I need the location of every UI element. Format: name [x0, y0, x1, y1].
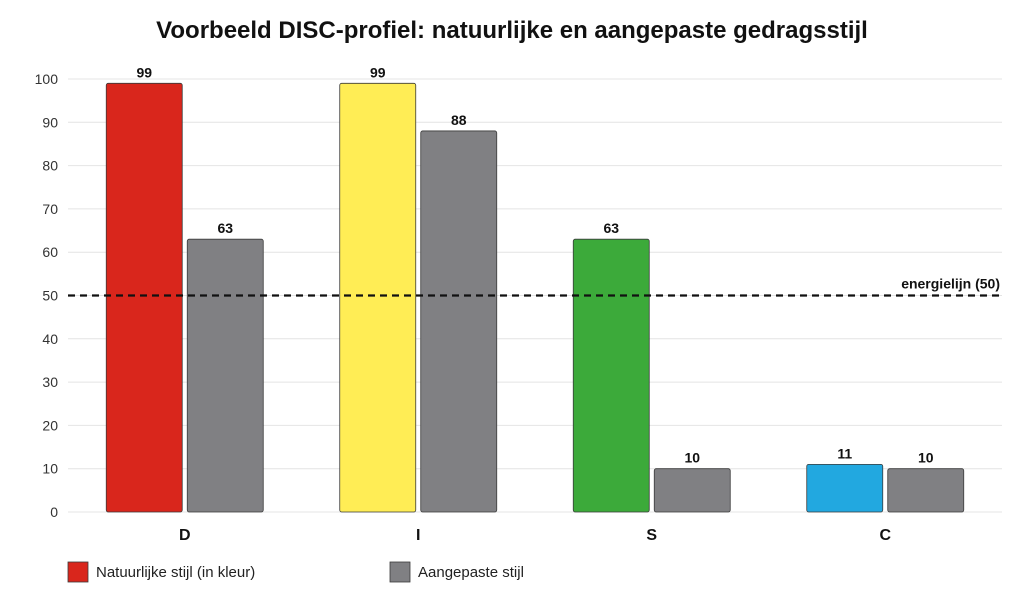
bar-s-aangepast — [653, 468, 731, 513]
energielijn-label: energielijn (50) — [901, 276, 1000, 292]
bars-layer — [105, 82, 965, 513]
bar-value-label: 63 — [603, 220, 619, 236]
reference-layer: energielijn (50) — [68, 276, 1002, 297]
bar-c-natuurlijk — [806, 463, 884, 513]
bar-value-label: 10 — [684, 450, 700, 466]
y-tick-label: 40 — [42, 331, 58, 347]
y-tick-label: 60 — [42, 244, 58, 260]
y-tick-label: 0 — [50, 504, 58, 520]
y-tick-label: 100 — [35, 71, 59, 87]
bar-value-label: 99 — [136, 64, 152, 80]
y-tick-label: 20 — [42, 417, 58, 433]
bar-value-label: 10 — [918, 450, 934, 466]
x-tick-label: I — [416, 527, 420, 544]
labels-layer: 99 63 D 99 88 I 63 10 S 11 10 C — [136, 64, 933, 544]
bar-c-aangepast — [887, 468, 965, 513]
grid-layer: 0 10 20 30 40 50 60 70 80 90 100 — [35, 71, 1002, 520]
bar-d-natuurlijk — [105, 82, 183, 513]
y-tick-label: 70 — [42, 201, 58, 217]
legend-swatch-natuurlijk — [67, 561, 89, 583]
bar-value-label: 63 — [217, 220, 233, 236]
y-tick-label: 90 — [42, 114, 58, 130]
chart-title: Voorbeeld DISC-profiel: natuurlijke en a… — [156, 17, 868, 44]
bar-d-aangepast — [186, 238, 264, 513]
legend: Natuurlijke stijl (in kleur) Aangepaste s… — [67, 561, 524, 583]
bar-value-label: 11 — [837, 445, 852, 461]
bar-value-label: 99 — [370, 64, 386, 80]
legend-label-aangepast: Aangepaste stijl — [418, 564, 524, 581]
bar-value-label: 88 — [451, 112, 467, 128]
y-tick-label: 30 — [42, 374, 58, 390]
x-tick-label: D — [179, 527, 191, 544]
legend-label-natuurlijk: Natuurlijke stijl (in kleur) — [96, 564, 255, 581]
bar-i-aangepast — [420, 130, 498, 513]
x-tick-label: C — [879, 527, 891, 544]
bar-s-natuurlijk — [572, 238, 650, 513]
x-tick-label: S — [646, 527, 657, 544]
legend-swatch-aangepast — [389, 561, 411, 583]
y-tick-label: 50 — [42, 288, 58, 304]
y-tick-label: 80 — [42, 158, 58, 174]
bar-i-natuurlijk — [339, 82, 417, 513]
y-tick-label: 10 — [42, 461, 58, 477]
